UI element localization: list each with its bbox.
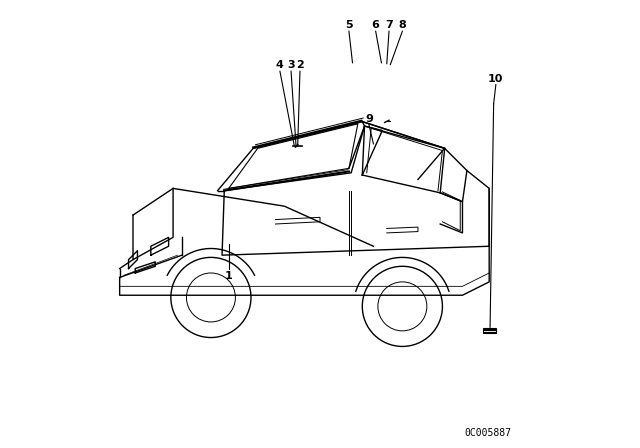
- Text: 5: 5: [345, 20, 353, 30]
- Text: 1: 1: [225, 271, 232, 281]
- Text: 9: 9: [365, 114, 373, 124]
- Text: 7: 7: [385, 20, 393, 30]
- Text: 4: 4: [276, 60, 284, 70]
- Text: 8: 8: [399, 20, 406, 30]
- Text: 2: 2: [296, 60, 304, 70]
- Text: 0C005887: 0C005887: [465, 428, 511, 438]
- Text: 10: 10: [488, 74, 504, 84]
- FancyBboxPatch shape: [483, 328, 496, 333]
- Text: 3: 3: [287, 60, 295, 70]
- Text: 6: 6: [372, 20, 380, 30]
